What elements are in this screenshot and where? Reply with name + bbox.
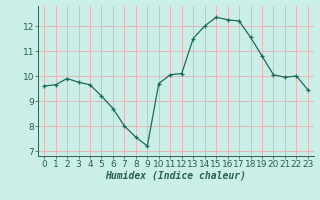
X-axis label: Humidex (Indice chaleur): Humidex (Indice chaleur) [106, 171, 246, 181]
